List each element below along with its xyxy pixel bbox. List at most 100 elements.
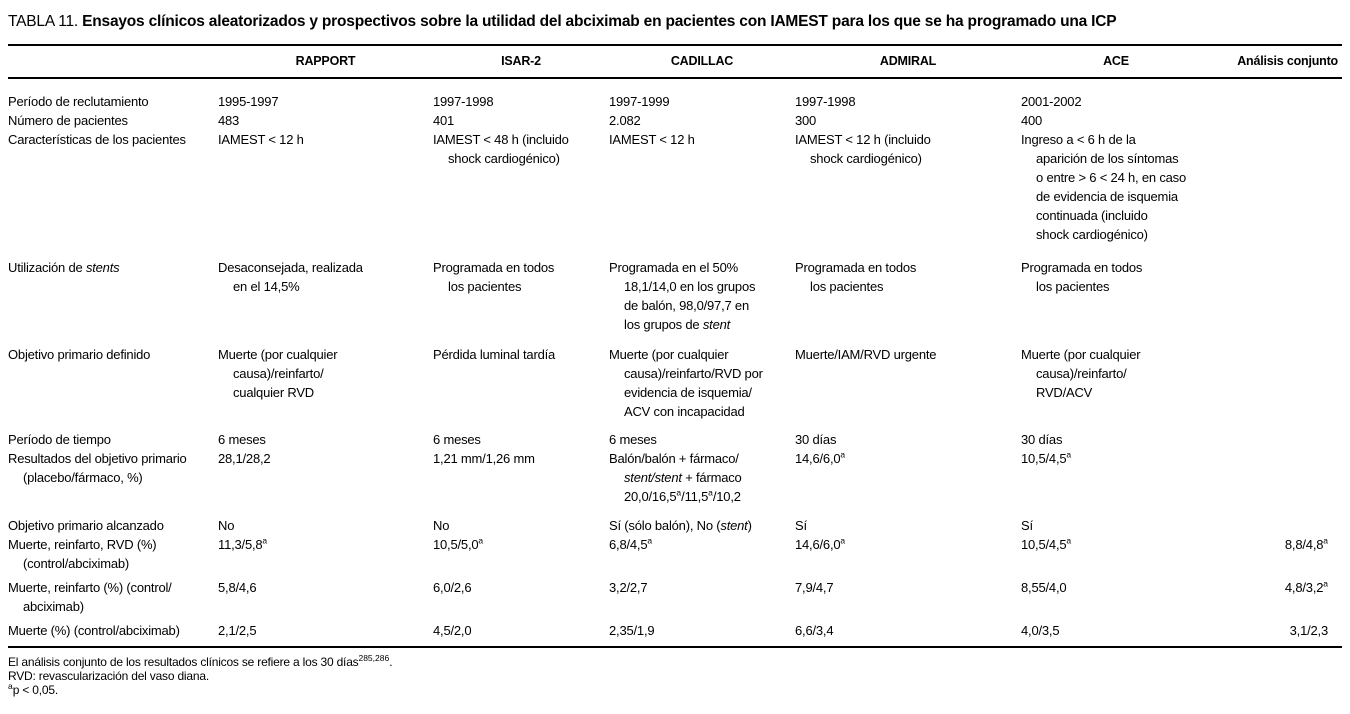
table-cell: 6,0/2,6	[433, 580, 472, 595]
table-cell: 1995-1997	[218, 94, 279, 109]
table-cell: 401	[433, 113, 455, 128]
table-cell: Programada en el 50% 18,1/14,0 en los gru…	[609, 260, 756, 332]
column-header-rapport: RAPPORT	[218, 45, 433, 79]
column-header-admiral: ADMIRAL	[795, 45, 1021, 79]
row-label: Muerte, reinfarto (%) (control/abciximab…	[8, 580, 172, 614]
table-cell: Muerte/IAM/RVD urgente	[795, 347, 937, 362]
table-cell: Desaconsejada, realizada en el 14,5%	[218, 260, 363, 294]
row-label: Muerte (%) (control/abciximab)	[8, 621, 218, 648]
column-header-cadillac: CADILLAC	[609, 45, 795, 79]
table-cell: Ingreso a < 6 h de la aparición de los sí…	[1021, 132, 1186, 242]
table-title: TABLA 11. Ensayos clínicos aleatorizados…	[8, 13, 1342, 31]
table-cell: 2.082	[609, 113, 641, 128]
table-cell: 4,0/3,5	[1021, 621, 1211, 648]
table-title-number: TABLA 11.	[8, 13, 79, 30]
table-row: Período de reclutamiento 1995-1997 1997-19…	[8, 78, 1342, 111]
row-label: Objetivo primario alcanzado	[8, 518, 164, 533]
table-cell: 10,5/5,0a	[433, 535, 484, 552]
table-body: Período de reclutamiento 1995-1997 1997-19…	[8, 78, 1342, 648]
table-cell: 14,6/6,0a	[795, 535, 846, 552]
table-cell: 3,2/2,7	[609, 580, 648, 595]
table-cell: 400	[1021, 113, 1043, 128]
table-cell: 30 días	[1021, 432, 1063, 447]
table-cell: Balón/balón + fármaco/stent/stent + fárm…	[609, 451, 742, 504]
table-row: Muerte, reinfarto, RVD (%) (control/abcix…	[8, 535, 1342, 578]
table-row: Características de los pacientes IAMEST <…	[8, 130, 1342, 258]
table-cell	[1211, 111, 1342, 130]
column-header-ace: ACE	[1021, 45, 1211, 79]
table-cell: 3,1/2,3	[1211, 621, 1342, 648]
table-cell: 6,8/4,5a	[609, 535, 653, 552]
table-cell: 28,1/28,2	[218, 451, 271, 466]
clinical-trials-table: RAPPORT ISAR-2 CADILLAC ADMIRAL ACE Anál…	[8, 44, 1342, 648]
column-header-isar2: ISAR-2	[433, 45, 609, 79]
table-cell: Muerte (por cualquier causa)/reinfarto/RV…	[609, 347, 763, 419]
table-row: Utilización de stents Desaconsejada, real…	[8, 258, 1342, 345]
table-cell: 300	[795, 113, 817, 128]
table-cell: No	[218, 518, 235, 533]
table-cell: 30 días	[795, 432, 837, 447]
table-cell: 6 meses	[433, 432, 481, 447]
table-cell: 10,5/4,5a	[1021, 449, 1072, 466]
table-cell: 6 meses	[218, 432, 266, 447]
table-cell: Sí	[1021, 518, 1033, 533]
row-label: Período de reclutamiento	[8, 94, 149, 109]
table-cell: No	[433, 518, 450, 533]
table-cell: 1997-1999	[609, 94, 670, 109]
table-cell: 1,21 mm/1,26 mm	[433, 451, 535, 466]
table-cell: IAMEST < 12 h (incluido shock cardiogénic…	[795, 132, 931, 166]
header-row: RAPPORT ISAR-2 CADILLAC ADMIRAL ACE Anál…	[8, 45, 1342, 79]
footnote: ap < 0,05.	[8, 681, 58, 697]
table-cell: 2,1/2,5	[218, 621, 433, 648]
table-cell	[1211, 130, 1342, 258]
row-label: Objetivo primario definido	[8, 347, 151, 362]
table-row: Muerte, reinfarto (%) (control/abciximab…	[8, 578, 1342, 621]
table-cell	[1211, 430, 1342, 449]
row-label: Utilización de stents	[8, 260, 120, 275]
row-label: Período de tiempo	[8, 432, 111, 447]
table-cell: 11,3/5,8a	[218, 535, 268, 552]
table-row: Objetivo primario definido Muerte (por cu…	[8, 345, 1342, 430]
table-cell: 2,35/1,9	[609, 621, 795, 648]
table-cell	[1211, 78, 1342, 111]
table-cell: Sí (sólo balón), No (stent)	[609, 518, 752, 533]
table-cell: Muerte (por cualquier causa)/reinfarto/cu…	[218, 347, 338, 400]
table-cell: Muerte (por cualquier causa)/reinfarto/RV…	[1021, 347, 1141, 400]
table-cell: IAMEST < 12 h	[609, 132, 695, 147]
table-cell: Programada en todos los pacientes	[795, 260, 917, 294]
table-cell: Pérdida luminal tardía	[433, 347, 556, 362]
table-cell: IAMEST < 48 h (incluido shock cardiogénic…	[433, 132, 569, 166]
table-title-text: Ensayos clínicos aleatorizados y prospec…	[82, 13, 1117, 30]
table-cell: 14,6/6,0a	[795, 449, 846, 466]
table-cell: IAMEST < 12 h	[218, 132, 304, 147]
row-label: Número de pacientes	[8, 113, 128, 128]
table-cell: 10,5/4,5a	[1021, 535, 1072, 552]
table-row: Objetivo primario alcanzado No No Sí (sólo …	[8, 516, 1342, 535]
table-cell	[1211, 449, 1342, 516]
table-cell: 8,55/4,0	[1021, 580, 1067, 595]
table-cell: 6,6/3,4	[795, 621, 1021, 648]
table-row: Resultados del objetivo primario (placebo…	[8, 449, 1342, 516]
table-cell: 8,8/4,8a	[1284, 535, 1328, 552]
table-cell: Programada en todos los pacientes	[1021, 260, 1143, 294]
table-cell: Programada en todos los pacientes	[433, 260, 555, 294]
table-cell	[1211, 345, 1342, 430]
footnote: RVD: revascularización del vaso diana.	[8, 669, 209, 683]
page: TABLA 11. Ensayos clínicos aleatorizados…	[8, 13, 1342, 697]
column-header-analisis-conjunto: Análisis conjunto	[1211, 45, 1342, 79]
table-cell	[1211, 258, 1342, 345]
row-label: Resultados del objetivo primario (placebo…	[8, 451, 187, 485]
table-cell: 4,8/3,2a	[1284, 578, 1328, 595]
footnotes: El análisis conjunto de los resultados c…	[8, 654, 1342, 697]
table-cell: 483	[218, 113, 240, 128]
table-cell: 6 meses	[609, 432, 657, 447]
table-cell: 1997-1998	[433, 94, 494, 109]
row-label: Muerte, reinfarto, RVD (%) (control/abcix…	[8, 537, 157, 571]
table-cell: 4,5/2,0	[433, 621, 609, 648]
row-label: Características de los pacientes	[8, 132, 186, 147]
table-cell: Sí	[795, 518, 807, 533]
table-row: Período de tiempo 6 meses 6 meses 6 meses 30…	[8, 430, 1342, 449]
table-cell: 5,8/4,6	[218, 580, 257, 595]
table-cell: 7,9/4,7	[795, 580, 834, 595]
table-cell	[1211, 516, 1342, 535]
